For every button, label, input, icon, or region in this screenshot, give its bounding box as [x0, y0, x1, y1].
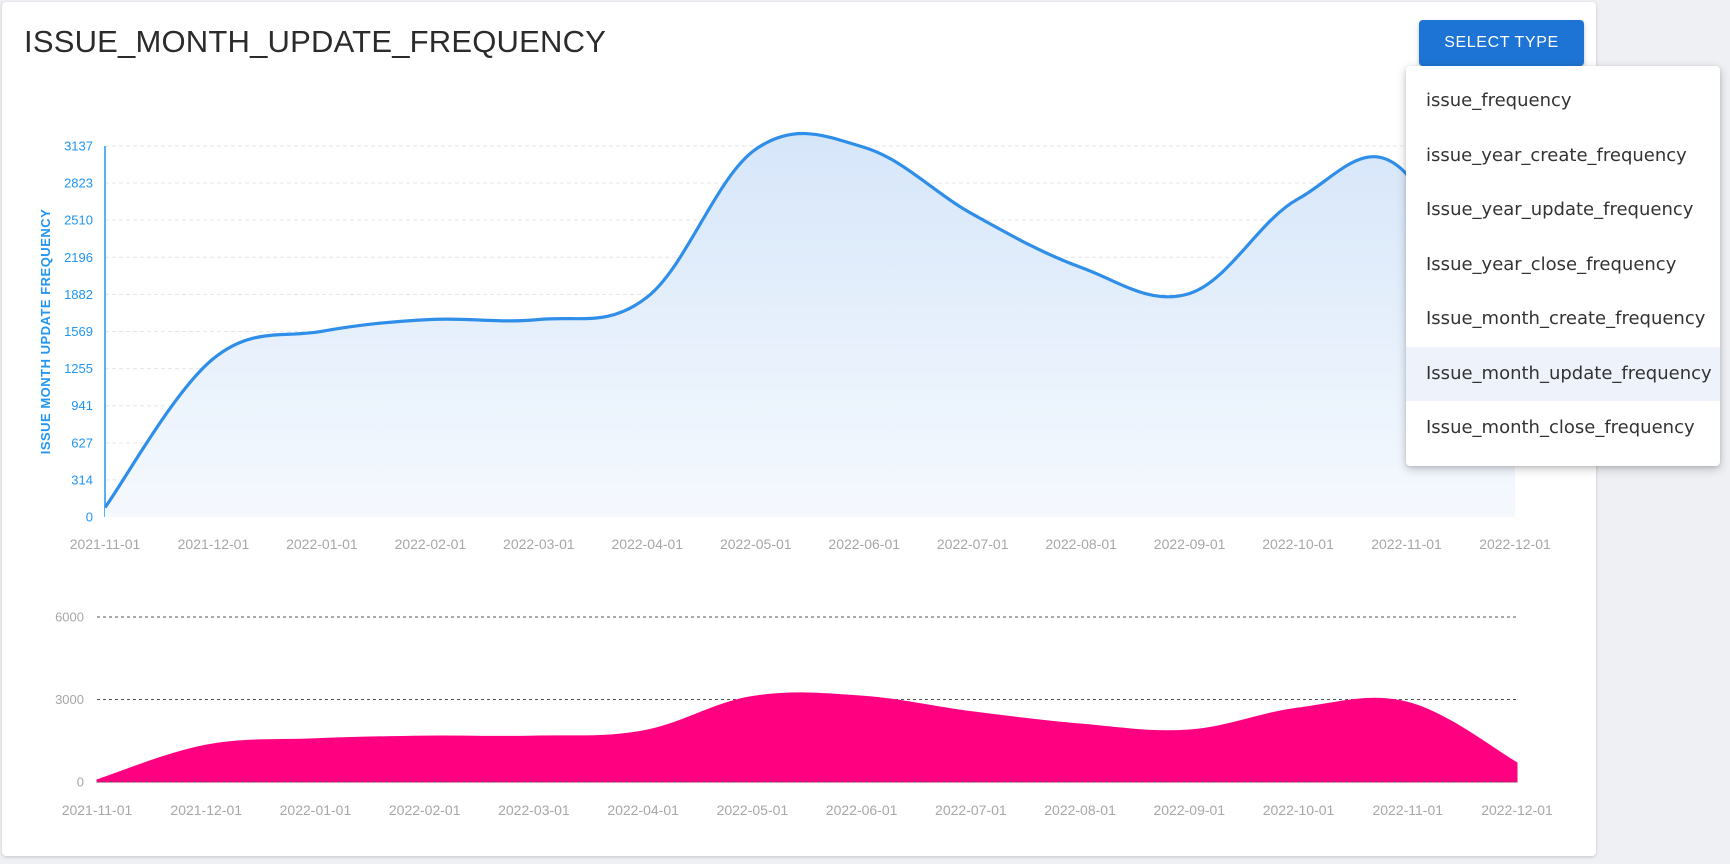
brush-chart: 0 3000 6000 2021-11-01 2021-12-01 2022-01-01 2… [55, 610, 1553, 819]
y-tick-label: 2510 [64, 213, 93, 228]
x-tick-label: 2022-09-01 [1154, 536, 1226, 552]
brush-series-area[interactable] [96, 692, 1518, 783]
main-chart: 0 314 627 941 1255 1569 1882 2196 2510 2823 3137 IS… [38, 131, 1551, 552]
y-tick-label: 941 [71, 398, 93, 413]
select-type-button[interactable]: SELECT TYPE [1419, 20, 1584, 66]
x-tick-label: 2022-02-01 [395, 536, 467, 552]
y-tick-label: 2823 [64, 176, 93, 191]
dropdown-item-issue-month-close-frequency[interactable]: Issue_month_close_frequency [1426, 417, 1695, 438]
y-tick-label: 3137 [64, 139, 93, 154]
y-tick-label: 0 [86, 510, 93, 525]
brush-x-tick-label: 2022-07-01 [935, 802, 1007, 818]
brush-x-tick-label: 2022-04-01 [607, 802, 679, 818]
page-title: ISSUE_MONTH_UPDATE_FREQUENCY [24, 24, 607, 59]
dropdown-item-issue-year-close-frequency[interactable]: Issue_year_close_frequency [1426, 253, 1677, 275]
y-tick-label: 627 [71, 435, 93, 450]
brush-x-tick-label: 2022-12-01 [1481, 802, 1553, 818]
x-tick-label: 2022-10-01 [1262, 536, 1334, 552]
x-tick-label: 2021-11-01 [70, 536, 141, 552]
brush-x-tick-label: 2022-10-01 [1263, 802, 1335, 818]
brush-x-tick-label: 2022-01-01 [280, 802, 352, 818]
x-tick-label: 2022-05-01 [720, 536, 792, 552]
brush-y-tick-label: 3000 [55, 692, 84, 707]
dropdown-item-issue-year-create-frequency[interactable]: issue_year_create_frequency [1426, 144, 1687, 166]
series-area [105, 133, 1515, 518]
x-tick-label: 2022-01-01 [286, 536, 358, 552]
x-tick-label: 2022-06-01 [828, 536, 900, 552]
brush-x-tick-label: 2022-11-01 [1372, 802, 1443, 818]
brush-y-tick-label: 0 [77, 775, 84, 790]
type-dropdown-menu: issue_frequency issue_year_create_frequen… [1406, 66, 1720, 466]
y-tick-label: 1882 [64, 287, 93, 302]
x-tick-label: 2022-04-01 [611, 536, 683, 552]
brush-x-tick-label: 2021-12-01 [170, 802, 242, 818]
brush-x-tick-label: 2022-08-01 [1044, 802, 1116, 818]
x-tick-label: 2022-03-01 [503, 536, 575, 552]
y-tick-label: 314 [71, 472, 93, 487]
x-tick-label: 2022-11-01 [1371, 536, 1442, 552]
series-line [103, 131, 1517, 509]
brush-y-tick-label: 6000 [55, 610, 84, 625]
dropdown-item-issue-month-update-frequency[interactable]: Issue_month_update_frequency [1406, 346, 1720, 401]
y-tick-label: 1255 [64, 361, 93, 376]
y-tick-label: 2196 [64, 250, 93, 265]
y-tick-label: 1569 [64, 324, 93, 339]
brush-x-tick-label: 2022-03-01 [498, 802, 570, 818]
brush-x-tick-label: 2021-11-01 [62, 802, 133, 818]
brush-x-tick-label: 2022-02-01 [389, 802, 461, 818]
brush-x-tick-label: 2022-09-01 [1153, 802, 1225, 818]
dropdown-item-issue-year-update-frequency[interactable]: Issue_year_update_frequency [1426, 199, 1694, 220]
dropdown-item-issue-month-create-frequency[interactable]: Issue_month_create_frequency [1426, 308, 1706, 329]
x-tick-label: 2022-08-01 [1045, 536, 1117, 552]
x-tick-label: 2022-07-01 [937, 536, 1009, 552]
dropdown-item-issue-frequency[interactable]: issue_frequency [1426, 90, 1572, 111]
y-axis-title: ISSUE MONTH UPDATE FREQUENCY [38, 209, 53, 455]
x-tick-label: 2022-12-01 [1479, 536, 1551, 552]
brush-x-tick-label: 2022-06-01 [826, 802, 898, 818]
x-tick-label: 2021-12-01 [178, 536, 250, 552]
brush-x-tick-label: 2022-05-01 [717, 802, 789, 818]
